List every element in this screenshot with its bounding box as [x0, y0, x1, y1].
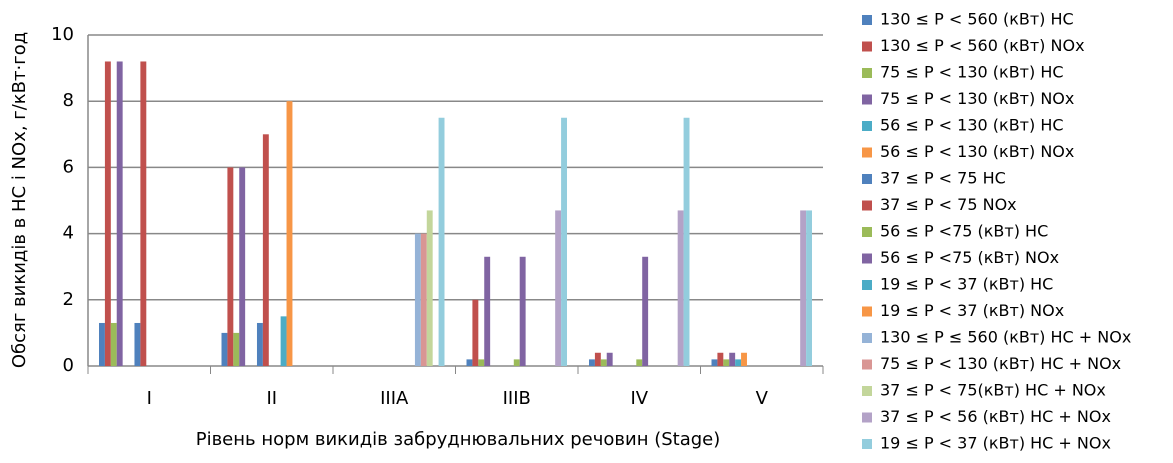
bar [426, 210, 433, 366]
bar [600, 359, 607, 366]
bar [134, 322, 141, 366]
x-tick-label: IIIA [380, 388, 409, 409]
legend-swatch [862, 412, 872, 423]
legend-swatch [862, 147, 872, 158]
bar [262, 134, 269, 366]
legend-label: 130 ≤ P ≤ 560 (кВт) HC + NOx [880, 328, 1131, 347]
bar [636, 359, 643, 366]
legend-label: 19 ≤ P < 37 (кВт) HC + NOx [880, 434, 1111, 453]
legend-label: 75 ≤ P < 130 (кВт) HC [880, 63, 1064, 82]
bar [806, 210, 812, 366]
bar [116, 61, 123, 366]
x-tick-label: IIIB [503, 388, 531, 409]
bar [561, 117, 567, 366]
bar [286, 101, 293, 366]
bar [110, 322, 117, 366]
legend-swatch [862, 280, 872, 290]
legend-swatch [862, 68, 872, 78]
bar [729, 352, 736, 366]
bar [594, 352, 601, 366]
y-tick-label: 8 [63, 90, 74, 111]
legend-swatch [862, 333, 872, 343]
bar [723, 359, 730, 366]
bar [227, 167, 234, 366]
bar [513, 359, 520, 366]
bar [606, 352, 613, 366]
bar [642, 256, 649, 366]
bar [221, 332, 228, 366]
y-axis-label: Обсяг викидів в HC і NOx, г/кВт·год [9, 32, 30, 368]
legend-label: 19 ≤ P < 37 (кВт) HC [880, 275, 1053, 294]
legend-swatch [862, 121, 872, 131]
legend-label: 56 ≤ P < 130 (кВт) NOx [880, 142, 1074, 161]
legend-label: 37 ≤ P < 75 HC [880, 169, 1006, 188]
legend-label: 130 ≤ P < 560 (кВт) HC [880, 10, 1074, 29]
bar [717, 352, 724, 366]
legend-label: 56 ≤ P < 130 (кВт) HC [880, 116, 1064, 135]
bar [104, 61, 111, 366]
bar [420, 233, 427, 366]
x-tick-label: II [266, 388, 277, 409]
x-axis-label: Рівень норм викидів забруднювальних речо… [196, 429, 721, 450]
legend-label: 37 ≤ P < 56 (кВт) HC + NOx [880, 407, 1111, 426]
bar [735, 359, 742, 366]
bar [140, 61, 147, 366]
legend-label: 37 ≤ P < 75 NOx [880, 195, 1017, 214]
bar [677, 210, 684, 366]
bar [711, 359, 718, 366]
legend-label: 19 ≤ P < 37 (кВт) NOx [880, 301, 1064, 320]
legend-label: 37 ≤ P < 75(кВт) HC + NOx [880, 381, 1106, 400]
x-tick-label: V [756, 388, 769, 409]
bar [99, 322, 105, 366]
legend-label: 75 ≤ P < 130 (кВт) HC + NOx [880, 354, 1121, 373]
x-tick-label: I [147, 388, 152, 409]
legend-swatch [862, 200, 872, 211]
bar [484, 256, 491, 366]
bar [555, 210, 562, 366]
y-tick-label: 2 [63, 289, 74, 310]
legend-label: 56 ≤ P <75 (кВт) NOx [880, 248, 1059, 267]
legend-swatch [862, 253, 872, 264]
bar [741, 352, 747, 366]
bar [233, 332, 240, 366]
bar [239, 167, 246, 366]
legend-swatch [862, 15, 872, 25]
bar [478, 359, 485, 366]
legend-swatch [862, 386, 872, 396]
legend-swatch [862, 174, 872, 184]
legend-swatch [862, 306, 872, 317]
bar [466, 359, 473, 366]
y-tick-label: 4 [63, 223, 74, 244]
bar [800, 210, 807, 366]
legend-swatch [862, 359, 872, 370]
bar [280, 316, 287, 366]
legend-swatch [862, 94, 872, 105]
bar [472, 299, 479, 366]
bar [256, 322, 263, 366]
legend-label: 75 ≤ P < 130 (кВт) NOx [880, 89, 1074, 108]
legend-swatch [862, 41, 872, 52]
bar [683, 117, 690, 366]
y-tick-label: 10 [51, 24, 74, 45]
bar [438, 117, 445, 366]
legend-label: 130 ≤ P < 560 (кВт) NOx [880, 36, 1085, 55]
y-tick-label: 6 [63, 156, 74, 177]
x-tick-label: IV [630, 388, 648, 409]
bar [589, 359, 595, 366]
legend-swatch [862, 227, 872, 237]
y-tick-label: 0 [63, 355, 74, 376]
bar [414, 233, 421, 366]
legend-swatch [862, 439, 872, 449]
legend-label: 56 ≤ P <75 (кВт) HC [880, 222, 1048, 241]
bar [519, 256, 526, 366]
